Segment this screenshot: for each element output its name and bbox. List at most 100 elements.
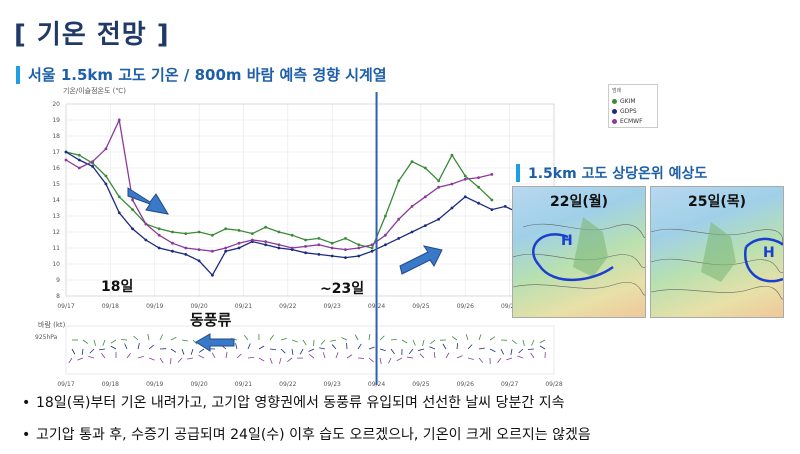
data-point (330, 254, 334, 258)
chart-series (64, 117, 520, 277)
data-point (410, 160, 414, 164)
wind-barb (445, 352, 450, 359)
wind-barb (379, 335, 385, 341)
wind-barb (236, 353, 242, 359)
y-tick-label: 13 (52, 213, 60, 220)
data-point (171, 230, 174, 234)
data-point (171, 241, 174, 245)
wind-barb (88, 355, 95, 359)
page-title: [ 기온 전망 ] (14, 20, 170, 50)
data-point (437, 185, 441, 189)
wind-barb (442, 343, 447, 350)
data-point (237, 229, 241, 232)
data-point (64, 150, 68, 154)
wind-barb (319, 347, 326, 350)
forecast-map-22: 22일(월) H (512, 186, 646, 318)
data-point (157, 227, 161, 231)
data-point (277, 230, 281, 234)
data-point (410, 230, 414, 234)
data-point (144, 222, 148, 226)
data-point (384, 243, 387, 247)
x-tick-label: 09/19 (146, 303, 163, 310)
data-point (224, 249, 228, 253)
wind-barb (137, 343, 140, 350)
legend-title: 범례 (612, 88, 622, 94)
legend-dot (612, 118, 617, 124)
data-point (370, 243, 374, 247)
wind-barb (299, 348, 304, 355)
data-point (117, 195, 121, 199)
y-tick-label: 10 (52, 261, 60, 268)
bullet-point-icon: • (22, 427, 31, 443)
wind-barb (126, 352, 131, 359)
wind-barb (412, 339, 416, 346)
wind-barb (418, 348, 425, 351)
wind-barb (357, 343, 362, 350)
data-point (477, 176, 480, 180)
data-point (211, 273, 214, 277)
x-tick-label: 09/21 (235, 303, 252, 310)
wind-barb (478, 347, 485, 350)
y-axis-label: 기온/이슬점온도 (℃) (63, 87, 126, 95)
y-tick-label: 8 (56, 293, 60, 300)
wind-x-tick-label: 09/18 (102, 381, 119, 388)
wind-barb (433, 351, 436, 359)
chart-subtitle-text: 서울 1.5km 고도 기온 / 800m 바람 예측 경향 시계열 (28, 66, 387, 84)
data-point (237, 241, 241, 245)
y-tick-label: 20 (52, 101, 60, 108)
data-point (450, 206, 454, 210)
wind-barb (170, 357, 172, 365)
wind-barb (170, 336, 177, 341)
x-tick-label: 09/18 (102, 303, 119, 310)
x-tick-label: 09/27 (501, 303, 518, 310)
bullet-point-icon: • (22, 395, 31, 411)
data-point (104, 147, 108, 151)
wind-x-tick-label: 09/27 (501, 381, 518, 388)
data-point (77, 158, 81, 162)
data-point (437, 179, 441, 183)
wind-barb (368, 346, 375, 350)
y-tick-label: 15 (52, 181, 60, 188)
left-arrow (195, 333, 235, 352)
wind-barb (280, 348, 286, 354)
data-point (330, 246, 334, 250)
wind-barb (341, 337, 348, 341)
wind-barb (330, 339, 337, 342)
data-point (211, 249, 214, 253)
bullet-text: 고기압 통과 후, 수증기 공급되며 24일(수) 이후 습도 오르겠으나, 기… (36, 427, 591, 443)
wind-barb (110, 339, 117, 344)
wind-barb (302, 339, 307, 346)
data-point (384, 214, 387, 218)
wind-barb (181, 348, 185, 355)
data-point (277, 246, 281, 250)
wind-barb (279, 357, 282, 364)
wind-barb (247, 356, 255, 359)
accent-bar (516, 164, 520, 182)
map-contours (651, 222, 783, 300)
wind-barb (379, 357, 382, 364)
wind-barb (368, 357, 374, 363)
wind-barb (331, 344, 337, 350)
x-tick-label: 09/22 (279, 303, 296, 310)
wind-barb (77, 357, 84, 361)
data-point (131, 208, 134, 212)
data-point (463, 195, 467, 199)
wind-barb (187, 357, 194, 360)
data-point (157, 246, 161, 250)
y-tick-label: 9 (56, 277, 60, 284)
wind-barb (269, 348, 277, 351)
high-pressure-marker: H (763, 245, 775, 261)
wind-barb (243, 335, 249, 341)
forecast-map-25: 25일(목) H (650, 186, 784, 318)
data-point (477, 185, 480, 189)
wind-barb (291, 348, 294, 355)
wind-barb (451, 336, 458, 341)
wind-barb (159, 334, 163, 341)
bullet-2: • 고기압 통과 후, 수증기 공급되며 24일(수) 이후 습도 오르겠으나, … (22, 424, 591, 444)
wind-x-tick-label: 09/20 (190, 381, 207, 388)
legend-dot (612, 108, 617, 114)
wind-barb (517, 355, 524, 359)
wind-barb (159, 357, 164, 364)
annotation-day23: ~23일 (320, 281, 365, 297)
wind-barb (408, 348, 414, 354)
